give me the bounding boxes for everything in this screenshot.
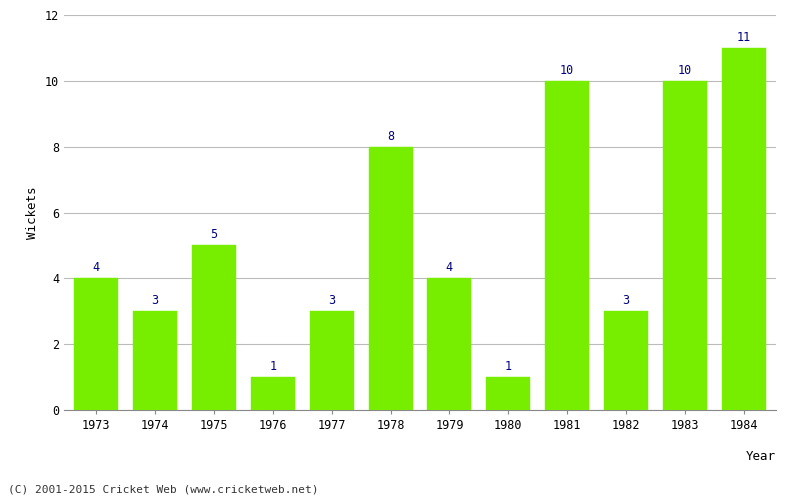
Bar [74, 278, 118, 410]
Bar [310, 311, 354, 410]
Y-axis label: Wickets: Wickets [26, 186, 39, 239]
Bar [486, 377, 530, 410]
Text: (C) 2001-2015 Cricket Web (www.cricketweb.net): (C) 2001-2015 Cricket Web (www.cricketwe… [8, 485, 318, 495]
Text: 10: 10 [678, 64, 692, 77]
Text: 10: 10 [560, 64, 574, 77]
Text: 3: 3 [622, 294, 630, 308]
Bar [722, 48, 766, 410]
Text: 1: 1 [270, 360, 277, 373]
Text: Year: Year [746, 450, 776, 463]
Text: 1: 1 [505, 360, 512, 373]
Text: 4: 4 [446, 262, 453, 274]
Text: 5: 5 [210, 228, 218, 241]
Bar [369, 146, 413, 410]
Bar [427, 278, 471, 410]
Text: 3: 3 [152, 294, 158, 308]
Bar [662, 81, 707, 410]
Bar [604, 311, 648, 410]
Bar [133, 311, 178, 410]
Text: 3: 3 [328, 294, 335, 308]
Bar [251, 377, 295, 410]
Text: 8: 8 [387, 130, 394, 142]
Text: 4: 4 [93, 262, 100, 274]
Text: 11: 11 [737, 31, 750, 44]
Bar [545, 81, 589, 410]
Bar [192, 246, 236, 410]
